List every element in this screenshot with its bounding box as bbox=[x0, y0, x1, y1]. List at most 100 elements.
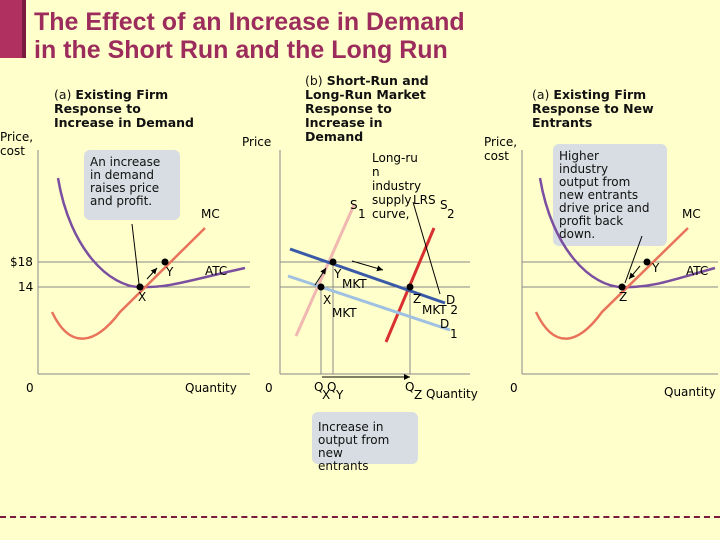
panel-b-qx-q: Q bbox=[314, 380, 323, 394]
panel-b-price-arrow bbox=[314, 267, 327, 286]
panel-c-y-label-1: Price, bbox=[484, 135, 517, 149]
panel-a-prefix: (a) bbox=[54, 87, 72, 102]
panel-b-d2-label: D bbox=[446, 293, 455, 307]
panel-a-label-y: Y bbox=[165, 265, 174, 279]
panel-b-label-z: Z bbox=[413, 292, 421, 306]
panel-c-point-y bbox=[643, 258, 651, 266]
panel-b-line5: Demand bbox=[305, 129, 364, 144]
panel-a-y-label-2: cost bbox=[0, 144, 25, 158]
callout-b-line: output from bbox=[318, 433, 390, 447]
panel-c-atc-curve bbox=[538, 177, 716, 289]
panel-b-demand-arrow bbox=[351, 260, 384, 272]
panel-b-d1-num: 1 bbox=[450, 327, 458, 341]
panel-b-origin: 0 bbox=[265, 381, 273, 395]
slide-title: The Effect of an Increase in Demand in t… bbox=[34, 8, 465, 64]
panel-b-point-x bbox=[317, 283, 325, 291]
panel-a-line2: Response to bbox=[54, 101, 141, 116]
panel-c-heading: (a) Existing Firm Response to New Entran… bbox=[532, 88, 654, 130]
panel-b-lrs-label-1: Long-ru bbox=[372, 151, 418, 165]
panel-b-lrs-label-5: curve, bbox=[372, 207, 409, 221]
callout-a-line: and profit. bbox=[90, 194, 153, 208]
accent-bar bbox=[0, 0, 22, 58]
panel-c-y-label-2: cost bbox=[484, 149, 509, 163]
panel-b-s2-sub: 2 bbox=[447, 207, 455, 221]
callout-c-line: Higher bbox=[559, 149, 599, 163]
panel-a-label-x: X bbox=[138, 290, 146, 304]
panel-c-graph: Z Y MC ATC Price, cost Quantity 0 bbox=[484, 135, 718, 399]
panel-a-line3: Increase in Demand bbox=[54, 115, 195, 130]
callout-c-line: new entrants bbox=[559, 188, 639, 202]
panel-a-graph: X Y MC ATC $18 14 Price, cost Quantity 0 bbox=[0, 130, 250, 395]
callout-c-line: drive price and bbox=[559, 201, 650, 215]
panel-c-atc-label: ATC bbox=[686, 264, 708, 278]
title-line-2: in the Short Run and the Long Run bbox=[34, 36, 448, 64]
panel-b-d1-label: D bbox=[440, 317, 449, 331]
panel-b-lrs-label-6: LRS bbox=[413, 193, 436, 207]
callout-c-line: output from bbox=[559, 175, 631, 189]
panel-b-prefix: (b) bbox=[305, 73, 323, 88]
panel-c-label-y: Y bbox=[651, 261, 660, 275]
panel-c-x-label: Quantity bbox=[664, 385, 716, 399]
panel-a-price-18: $18 bbox=[10, 255, 33, 269]
panel-a-move-arrow bbox=[146, 267, 158, 280]
panel-a-point-x bbox=[136, 283, 144, 291]
panel-a-price-14: 14 bbox=[18, 280, 33, 294]
panel-a-point-y bbox=[161, 258, 169, 266]
panel-b-qy-sub: Y bbox=[335, 388, 344, 402]
panel-b-d2-sub: MKT 2 bbox=[422, 303, 458, 317]
callout-b-line: entrants bbox=[318, 459, 369, 473]
panel-b-lrs-pointer bbox=[412, 201, 441, 295]
bottom-divider bbox=[0, 516, 720, 518]
panel-a-heading: (a) Existing Firm Response to Increase i… bbox=[54, 88, 194, 130]
panel-b-s1-sub: 1 bbox=[358, 207, 366, 221]
panel-b-demand-d2 bbox=[289, 247, 446, 305]
panel-b-x-label: Quantity bbox=[426, 387, 478, 401]
panel-a-mc-label: MC bbox=[201, 207, 220, 221]
callout-c-line: industry bbox=[559, 162, 609, 176]
panel-b-point-z bbox=[406, 283, 414, 291]
panel-b-line2: Long-Run Market bbox=[305, 87, 426, 102]
panel-b-qz-sub: Z bbox=[414, 388, 422, 402]
callout-a-line: in demand bbox=[90, 168, 155, 182]
panel-a-atc-label: ATC bbox=[205, 264, 227, 278]
panel-b-label-x: X bbox=[323, 293, 331, 307]
callout-c-line: profit back bbox=[559, 214, 624, 228]
panel-b-qy-q: Q bbox=[327, 380, 336, 394]
callout-a-line: An increase bbox=[90, 155, 161, 169]
panel-c-mc-label: MC bbox=[682, 207, 701, 221]
panel-b-graph: X Y MKT Z Long-ru n industry supply curv… bbox=[242, 135, 478, 402]
panel-c-callout-pointer bbox=[624, 235, 643, 284]
panel-b-s1-label: S bbox=[350, 198, 358, 212]
panel-b-point-y bbox=[329, 258, 337, 266]
callout-c-line: down. bbox=[559, 227, 596, 241]
panel-b-s2-label: S bbox=[440, 198, 448, 212]
accent-bar-dark bbox=[22, 0, 26, 58]
panel-c-move-arrow bbox=[628, 265, 641, 280]
panel-b-lrs-label-4: supply bbox=[372, 193, 412, 207]
panel-c-line1: Existing Firm bbox=[553, 87, 647, 102]
callout-b-line: new bbox=[318, 446, 343, 460]
callout-a-line: raises price bbox=[90, 181, 160, 195]
panel-b-label-y: Y bbox=[333, 267, 342, 281]
panel-a-callout: An increase in demand raises price and p… bbox=[84, 150, 180, 220]
panel-b-heading: (b) Short-Run and Long-Run Market Respon… bbox=[305, 74, 429, 144]
panel-c-mc-curve bbox=[534, 227, 689, 340]
panel-a-callout-pointer bbox=[131, 223, 140, 285]
panel-b-line1: Short-Run and bbox=[326, 73, 429, 88]
panel-c-line2: Response to New bbox=[532, 101, 654, 116]
panel-c-line3: Entrants bbox=[532, 115, 593, 130]
panel-b-mkt-label: MKT bbox=[342, 277, 367, 291]
panel-a-mc-curve bbox=[50, 227, 206, 340]
panel-b-lrs-label-2: n bbox=[372, 165, 380, 179]
panel-c-callout: Higher industry output from new entrants… bbox=[553, 144, 667, 246]
panel-a-line1: Existing Firm bbox=[75, 87, 169, 102]
panel-c-prefix: (a) bbox=[532, 87, 550, 102]
panel-b-callout: Increase in output from new entrants bbox=[312, 412, 418, 473]
panel-a-origin: 0 bbox=[26, 381, 34, 395]
panel-a-x-label: Quantity bbox=[185, 381, 237, 395]
panel-b-lrs-label-3: industry bbox=[372, 179, 421, 193]
panel-c-point-z bbox=[618, 283, 626, 291]
panel-b-d1-sub: MKT bbox=[332, 306, 357, 320]
callout-b-line: Increase in bbox=[318, 420, 384, 434]
